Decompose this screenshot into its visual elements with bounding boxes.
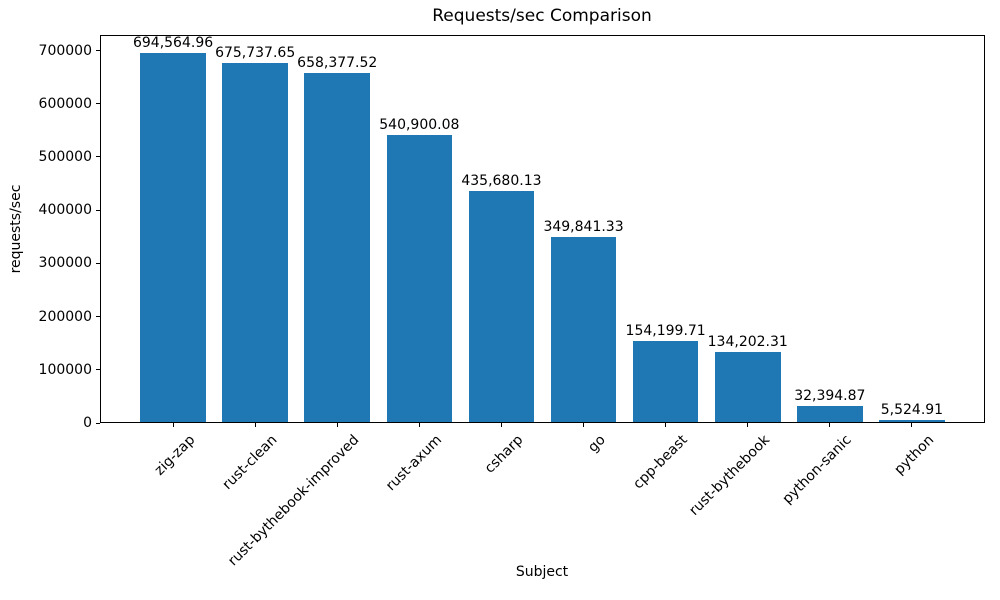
y-tick-mark	[96, 316, 100, 318]
x-tick-mark	[418, 423, 420, 427]
bar-rust-clean	[222, 63, 288, 423]
y-axis-label: requests/sec	[8, 184, 24, 274]
bar-rust-bythebook	[714, 351, 781, 423]
y-tick-label: 500000	[38, 148, 92, 165]
bar-cpp-beast	[632, 340, 699, 423]
y-tick-label: 400000	[38, 202, 92, 219]
x-tick-label: rust-clean	[219, 432, 281, 493]
y-tick-label: 700000	[38, 42, 92, 59]
x-tick-mark	[911, 423, 913, 427]
bar-value-label: 349,841.33	[543, 218, 624, 235]
bar-value-label: 154,199.71	[625, 322, 706, 339]
bar-value-label: 675,737.65	[215, 45, 296, 62]
x-tick-label: python	[891, 432, 938, 478]
bar-python	[879, 420, 945, 423]
bar-zig-zap	[140, 53, 206, 423]
x-tick-label: cpp-beast	[630, 432, 691, 493]
bar-value-label: 134,202.31	[707, 333, 788, 350]
y-tick-label: 600000	[38, 95, 92, 112]
y-tick-label: 300000	[38, 255, 92, 272]
y-tick-mark	[96, 369, 100, 371]
bar-value-label: 32,394.87	[794, 387, 866, 404]
x-axis-label: Subject	[515, 564, 569, 580]
x-tick-mark	[500, 423, 502, 427]
x-tick-label: python-sanic	[779, 432, 856, 508]
x-tick-label: go	[585, 432, 609, 456]
y-tick-mark	[96, 262, 100, 264]
x-tick-mark	[172, 423, 174, 427]
y-tick-label: 200000	[38, 308, 92, 325]
x-tick-label: csharp	[482, 432, 527, 477]
x-tick-mark	[254, 423, 256, 427]
x-tick-mark	[665, 423, 667, 427]
bar-rust-axum	[386, 135, 453, 423]
y-tick-mark	[96, 103, 100, 105]
x-tick-label: rust-bythebook-improved	[225, 432, 363, 570]
x-tick-mark	[829, 423, 831, 427]
bar-value-label: 658,377.52	[297, 54, 378, 71]
bar-python-sanic	[796, 405, 863, 423]
y-tick-mark	[96, 156, 100, 158]
bar-value-label: 435,680.13	[461, 173, 542, 190]
x-tick-label: rust-axum	[382, 432, 445, 495]
x-tick-mark	[747, 423, 749, 427]
x-tick-label: rust-bythebook	[686, 432, 774, 519]
bar-value-label: 5,524.91	[880, 402, 944, 419]
bar-value-label: 694,564.96	[132, 35, 214, 52]
x-tick-mark	[583, 423, 585, 427]
x-tick-label: zig-zap	[151, 432, 199, 479]
bar-value-label: 540,900.08	[379, 117, 460, 134]
y-tick-label: 100000	[38, 361, 92, 378]
y-tick-mark	[96, 422, 100, 424]
bar-go	[550, 236, 617, 423]
bar-csharp	[468, 191, 535, 423]
y-tick-mark	[96, 50, 100, 52]
y-tick-label: 0	[83, 415, 92, 431]
x-tick-mark	[336, 423, 338, 427]
bar-rust-bythebook-improved	[304, 72, 371, 423]
y-tick-mark	[96, 209, 100, 211]
chart-title: Requests/sec Comparison	[432, 6, 652, 26]
